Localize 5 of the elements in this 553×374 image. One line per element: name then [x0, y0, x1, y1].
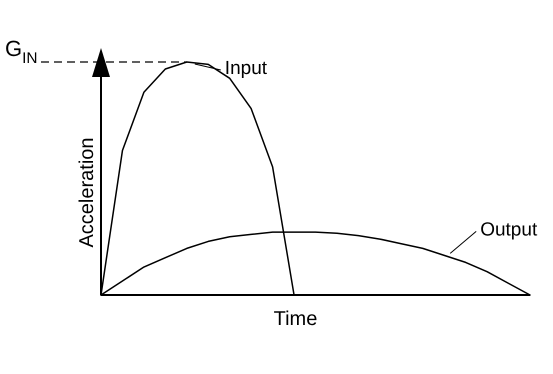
y-axis-title: Acceleration	[76, 137, 98, 248]
legend-label: Input	[224, 58, 268, 79]
legend-label: Output	[480, 219, 538, 240]
x-axis-title: Time	[274, 308, 318, 330]
ref-line-label: G$_{IN}$	[5, 36, 38, 67]
